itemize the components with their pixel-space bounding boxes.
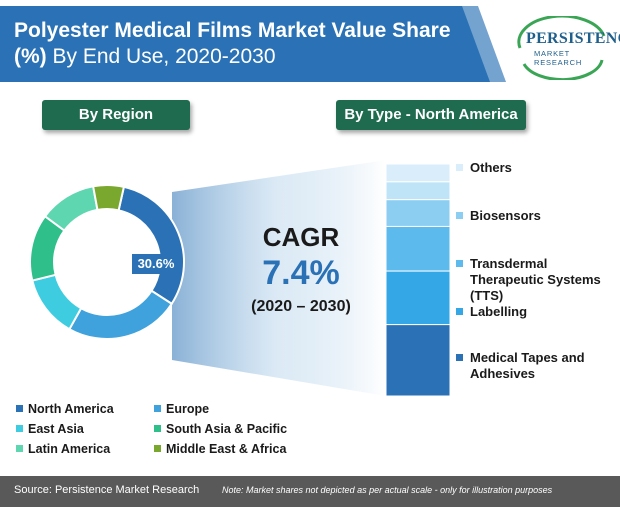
donut-slice-europe bbox=[68, 289, 174, 340]
legend-label: Latin America bbox=[28, 442, 111, 456]
legend-label: Biosensors bbox=[470, 208, 541, 223]
footer: Source: Persistence Market Research Note… bbox=[0, 476, 620, 507]
stack-segment-others bbox=[385, 163, 451, 183]
header: Polyester Medical Films Market Value Sha… bbox=[0, 0, 620, 88]
legend-label: East Asia bbox=[28, 422, 84, 436]
logo: PERSISTENCE MARKET RESEARCH bbox=[512, 16, 620, 80]
chart-canvas bbox=[29, 160, 451, 397]
legend-swatch bbox=[154, 445, 161, 452]
cagr-label: CAGR bbox=[262, 222, 340, 252]
source-text: Source: Persistence Market Research bbox=[14, 484, 200, 496]
legend-swatch bbox=[456, 260, 463, 267]
legend-swatch bbox=[16, 405, 23, 412]
stack-segment-unlabeled-1 bbox=[385, 181, 451, 201]
legend-swatch bbox=[16, 445, 23, 452]
donut-value-label: 30.6% bbox=[132, 254, 180, 274]
legend-label: South Asia & Pacific bbox=[166, 422, 288, 436]
header-banner bbox=[0, 6, 506, 82]
title-bold: Polyester Medical Films Market Value Sha… bbox=[14, 19, 451, 68]
legend-label: North America bbox=[28, 402, 114, 416]
stack-segment-medical-tapes-and-adhesives bbox=[385, 324, 451, 397]
legend-swatch bbox=[456, 308, 463, 315]
cagr-value: 7.4% bbox=[262, 254, 340, 292]
logo-sub: MARKET RESEARCH bbox=[534, 49, 583, 67]
cagr-period: (2020 – 2030) bbox=[251, 298, 351, 315]
legend-swatch bbox=[456, 164, 463, 171]
logo-swoosh-icon bbox=[517, 16, 606, 80]
legend-label: Medical Tapes and Adhesives bbox=[470, 350, 585, 381]
title-light: By End Use, 2020-2030 bbox=[52, 45, 276, 68]
logo-word: PERSISTENCE bbox=[526, 30, 620, 47]
region-donut bbox=[29, 184, 185, 340]
donut-slice-east-asia bbox=[31, 273, 83, 331]
legend-swatch bbox=[16, 425, 23, 432]
legend-label: Europe bbox=[166, 402, 210, 416]
connector-beam bbox=[172, 160, 386, 396]
donut-slice-middle-east-africa bbox=[91, 184, 126, 212]
legend-label: Others bbox=[470, 160, 512, 175]
type-panel-title: By Type - North America bbox=[336, 100, 526, 130]
stack-segment-biosensors bbox=[385, 199, 451, 227]
legend-swatch bbox=[456, 354, 463, 361]
legend-label: Middle East & Africa bbox=[166, 442, 287, 456]
page-title: Polyester Medical Films Market Value Sha… bbox=[14, 18, 474, 70]
legend-swatch bbox=[456, 212, 463, 219]
stack-segment-labelling bbox=[385, 270, 451, 326]
region-panel-title: By Region bbox=[42, 100, 190, 130]
legend-swatch bbox=[154, 405, 161, 412]
stack-segment-transdermal-therapeutic-systems-tts bbox=[385, 225, 451, 272]
legend-swatch bbox=[154, 425, 161, 432]
type-stacked-bar bbox=[385, 163, 451, 397]
legend-label: Labelling bbox=[470, 304, 528, 319]
note-text: Note: Market shares not depicted as per … bbox=[222, 485, 553, 495]
legend-label: Transdermal Therapeutic Systems (TTS) bbox=[470, 256, 601, 303]
